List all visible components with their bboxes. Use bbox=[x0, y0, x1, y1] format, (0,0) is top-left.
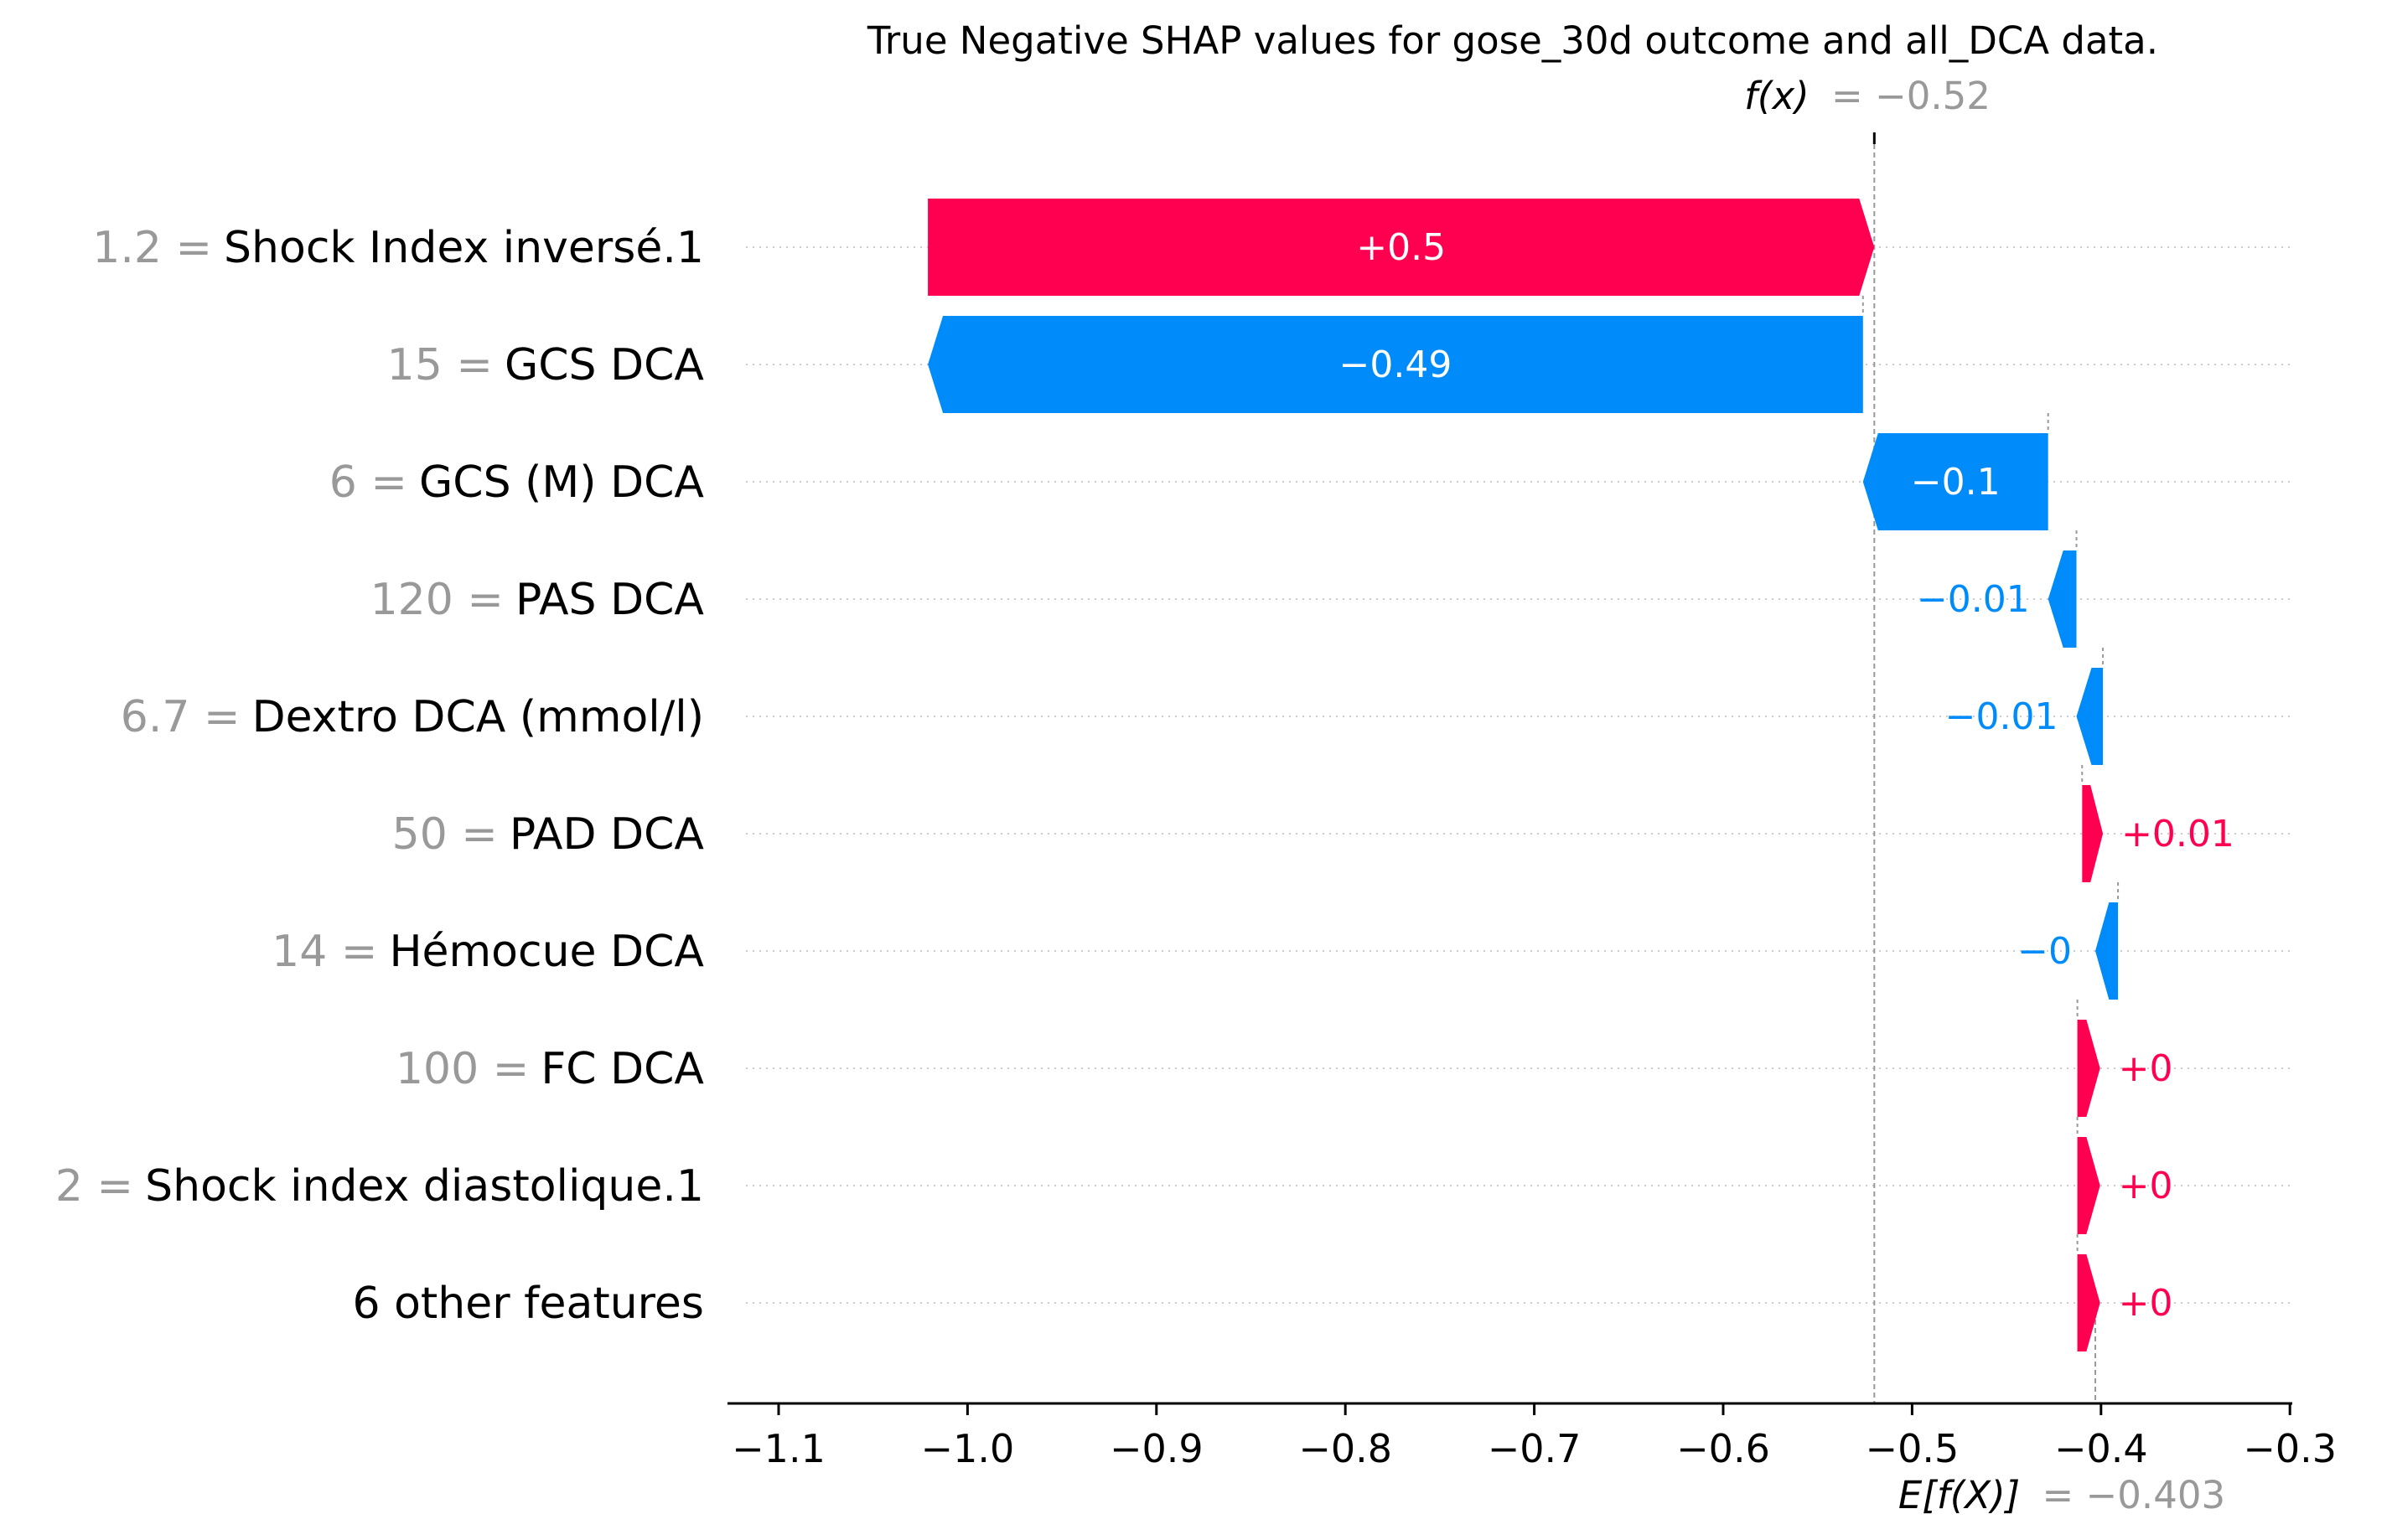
feature-label: 6 other features bbox=[352, 1279, 704, 1329]
efx-label: E[f(X)] bbox=[1898, 1473, 2020, 1517]
x-tick-label: −0.4 bbox=[2054, 1426, 2148, 1471]
bar-positive bbox=[2077, 1254, 2100, 1351]
bar-value-label: +0 bbox=[2119, 1282, 2173, 1325]
bar-negative bbox=[928, 316, 1863, 413]
feature-name: FC DCA bbox=[541, 1044, 704, 1094]
bar-positive bbox=[2077, 1020, 2100, 1117]
feature-name: PAD DCA bbox=[510, 809, 705, 860]
feature-value: 6.7 = bbox=[121, 692, 241, 742]
x-tick-label: −1.1 bbox=[732, 1426, 826, 1471]
bar-negative bbox=[1862, 433, 2048, 530]
x-tick-label: −0.7 bbox=[1488, 1426, 1582, 1471]
x-tick-label: −1.0 bbox=[921, 1426, 1015, 1471]
feature-label: 120 = PAS DCA bbox=[370, 575, 705, 625]
feature-labels-group: 1.2 = Shock Index inversé.1 15 = GCS DCA 6 =… bbox=[55, 223, 705, 1329]
fx-label: f(x) bbox=[1744, 74, 1810, 118]
bar-value-label: +0 bbox=[2119, 1047, 2173, 1090]
feature-name: Dextro DCA (mmol/l) bbox=[252, 692, 704, 742]
feature-label: 1.2 = Shock Index inversé.1 bbox=[92, 223, 704, 273]
bars-group bbox=[928, 199, 2119, 1351]
feature-name: GCS DCA bbox=[505, 340, 704, 390]
feature-value: 14 = bbox=[272, 927, 377, 977]
feature-name: Shock Index inversé.1 bbox=[224, 223, 704, 273]
feature-label: 2 = Shock index diastolique.1 bbox=[55, 1161, 704, 1212]
feature-name: 6 other features bbox=[352, 1279, 704, 1329]
fx-value: = −0.52 bbox=[1831, 74, 1991, 118]
feature-value: 100 = bbox=[396, 1044, 529, 1094]
bar-value-label: −0.01 bbox=[1917, 578, 2030, 621]
bar-negative bbox=[2095, 902, 2119, 1000]
x-ticks: −1.1 −1.0 −0.9 −0.8 −0.7 −0.6 −0.5 −0.4 −0.3 bbox=[732, 1403, 2337, 1471]
reference-lines bbox=[1872, 132, 2097, 1403]
bar-negative bbox=[2048, 550, 2077, 648]
bar-positive bbox=[2082, 785, 2104, 882]
feature-name: Shock index diastolique.1 bbox=[145, 1161, 704, 1212]
feature-label: 6.7 = Dextro DCA (mmol/l) bbox=[121, 692, 704, 742]
bar-value-label: +0 bbox=[2119, 1165, 2173, 1207]
bar-negative bbox=[2076, 668, 2104, 765]
bar-value-label: −0.49 bbox=[1339, 344, 1452, 386]
feature-label: 50 = PAD DCA bbox=[392, 809, 705, 860]
bar-labels-group: +0.5 −0.49 −0.1 −0.01 −0.01 +0.01 −0 +0 +0 +0 bbox=[1339, 226, 2234, 1325]
x-tick-label: −0.3 bbox=[2243, 1426, 2337, 1471]
feature-value: 6 = bbox=[329, 457, 407, 508]
x-tick-label: −0.5 bbox=[1866, 1426, 1960, 1471]
bar-value-label: −0.01 bbox=[1945, 695, 2058, 738]
x-axis: −1.1 −1.0 −0.9 −0.8 −0.7 −0.6 −0.5 −0.4 −0.3 bbox=[727, 1402, 2337, 1471]
feature-name: PAS DCA bbox=[515, 575, 704, 625]
feature-value: 1.2 = bbox=[92, 223, 212, 273]
bar-value-label: −0 bbox=[2017, 930, 2072, 973]
x-tick-label: −0.9 bbox=[1110, 1426, 1204, 1471]
feature-name: Hémocue DCA bbox=[389, 927, 704, 977]
fx-annotation: f(x) = −0.52 bbox=[1744, 74, 1991, 118]
feature-value: 2 = bbox=[55, 1161, 133, 1212]
bar-value-label: +0.5 bbox=[1356, 226, 1446, 269]
feature-name: GCS (M) DCA bbox=[419, 457, 704, 508]
feature-value: 50 = bbox=[392, 809, 498, 860]
feature-label: 100 = FC DCA bbox=[396, 1044, 704, 1094]
efx-value: = −0.403 bbox=[2043, 1473, 2226, 1517]
x-tick-label: −0.8 bbox=[1298, 1426, 1392, 1471]
bar-positive bbox=[928, 199, 1875, 296]
feature-label: 6 = GCS (M) DCA bbox=[329, 457, 705, 508]
bar-positive bbox=[2077, 1137, 2100, 1234]
x-tick-label: −0.6 bbox=[1676, 1426, 1770, 1471]
efx-annotation: E[f(X)] = −0.403 bbox=[1898, 1473, 2225, 1517]
feature-value: 15 = bbox=[387, 340, 493, 390]
chart-title: True Negative SHAP values for gose_30d o… bbox=[867, 18, 2158, 63]
bar-value-label: −0.1 bbox=[1911, 461, 2001, 504]
feature-value: 120 = bbox=[370, 575, 504, 625]
bar-value-label: +0.01 bbox=[2121, 813, 2234, 855]
feature-label: 14 = Hémocue DCA bbox=[272, 927, 704, 977]
feature-label: 15 = GCS DCA bbox=[387, 340, 705, 390]
